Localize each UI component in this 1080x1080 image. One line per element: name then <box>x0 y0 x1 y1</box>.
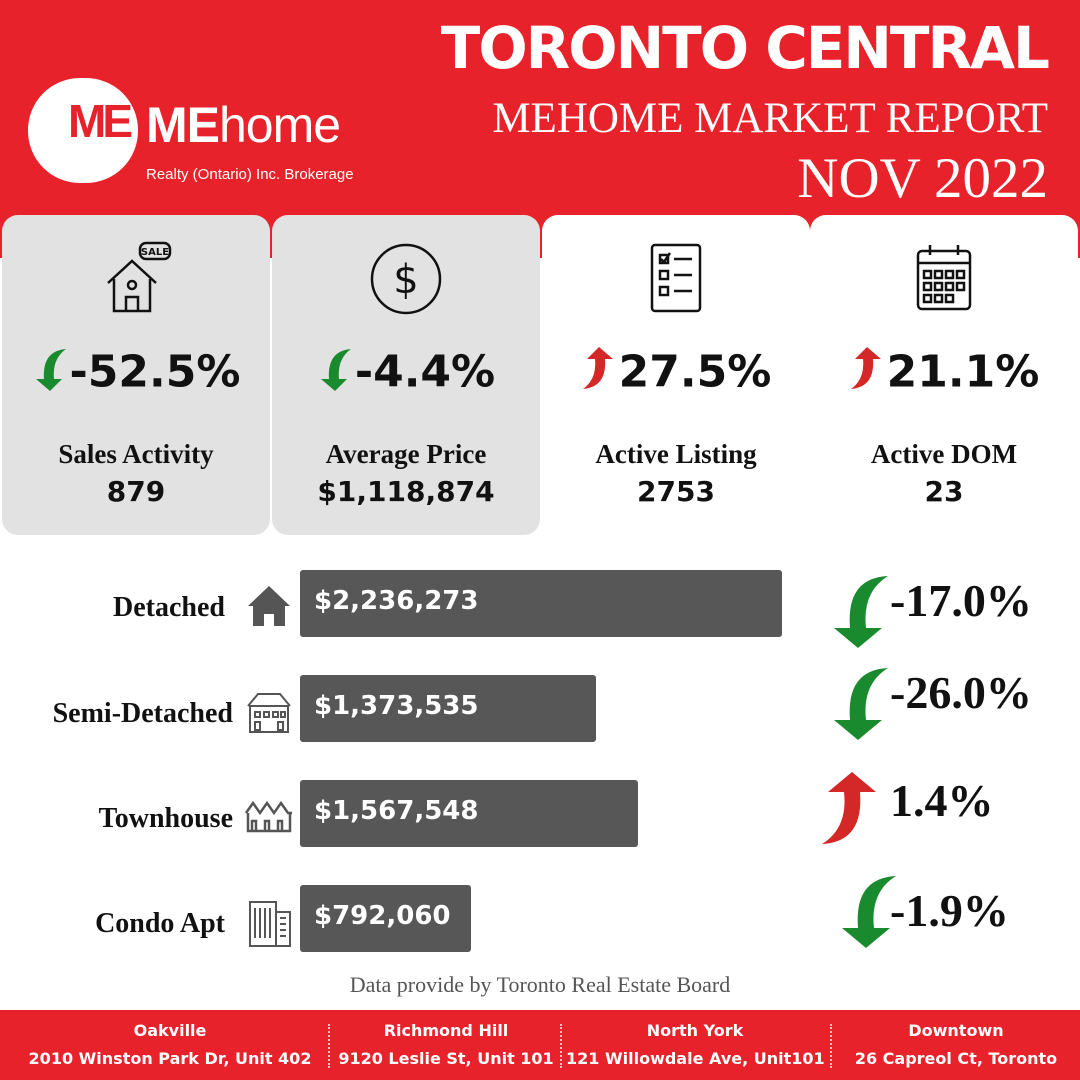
stat-card-active-listing: 27.5% Active Listing 2753 <box>542 215 810 535</box>
stat-card-average-price: $ -4.4% Average Price $1,118,874 <box>272 215 540 535</box>
stat-change: 27.5% <box>542 345 810 404</box>
stat-label: Sales Activity <box>58 439 214 469</box>
property-label-townhouse: Townhouse <box>98 803 233 834</box>
property-change-detached: -17.0% <box>890 575 1032 626</box>
stat-card-active-dom: 21.1% Active DOM 23 <box>810 215 1078 535</box>
stat-value: $1,118,874 <box>317 475 495 508</box>
price-bar-condo-apt: $792,060 <box>300 885 471 952</box>
down-arrow-icon <box>836 872 900 950</box>
down-arrow-icon <box>32 345 68 404</box>
office-name: North York <box>646 1021 744 1040</box>
office-name: Downtown <box>908 1021 1004 1040</box>
price-bar-value: $1,567,548 <box>314 796 479 826</box>
svg-text:SALE: SALE <box>141 247 169 258</box>
townhouse-icon <box>244 791 294 841</box>
dollar-icon: $ <box>272 239 540 319</box>
up-arrow-icon <box>581 345 617 404</box>
office-richmond-hill: Richmond Hill 9120 Leslie St, Unit 101 <box>336 1020 556 1072</box>
office-address: 121 Willowdale Ave, Unit101 <box>566 1049 825 1068</box>
property-change-semi-detached: -26.0% <box>890 667 1032 718</box>
detached-house-icon <box>244 580 294 630</box>
stat-value: 879 <box>106 475 166 508</box>
property-label-condo-apt: Condo Apt <box>95 908 225 939</box>
price-bar-value: $2,236,273 <box>314 586 479 616</box>
brand-tagline: Realty (Ontario) Inc. Brokerage <box>146 166 354 183</box>
property-change-townhouse: 1.4% <box>890 775 994 826</box>
stat-change: 21.1% <box>810 345 1078 404</box>
sale-house-icon: SALE <box>2 239 270 319</box>
stat-card-sales-activity: SALE -52.5% Sales Activity 879 <box>2 215 270 535</box>
office-name: Richmond Hill <box>383 1021 509 1040</box>
report-title: TORONTO CENTRAL <box>440 14 1050 82</box>
semi-detached-icon <box>244 686 294 736</box>
up-arrow-icon <box>818 770 882 848</box>
stat-value: 2753 <box>637 475 715 508</box>
office-address: 9120 Leslie St, Unit 101 <box>338 1049 554 1068</box>
down-arrow-icon <box>317 345 353 404</box>
property-label-semi-detached: Semi-Detached <box>52 698 233 729</box>
svg-text:$: $ <box>393 257 418 303</box>
stat-label: Active DOM <box>870 439 1018 469</box>
stat-change-value: -4.4% <box>354 346 496 398</box>
stat-change-value: -52.5% <box>69 346 241 398</box>
stat-label: Average Price <box>325 439 487 469</box>
brand-name-bold: ME <box>146 97 220 153</box>
office-oakville: Oakville 2010 Winston Park Dr, Unit 402 <box>20 1020 320 1072</box>
stat-value: 23 <box>924 475 964 508</box>
stat-label: Active Listing <box>595 439 757 469</box>
mehome-logo: ME <box>28 78 138 183</box>
brand-name-rest: home <box>219 97 341 153</box>
up-arrow-icon <box>849 345 885 404</box>
property-label-detached: Detached <box>113 592 225 623</box>
stat-change: -4.4% <box>272 345 540 404</box>
logo-mark-text: ME <box>68 95 133 147</box>
footer-divider <box>328 1024 330 1068</box>
price-bar-semi-detached: $1,373,535 <box>300 675 596 742</box>
office-address: 26 Capreol Ct, Toronto <box>854 1049 1058 1068</box>
stat-change: -52.5% <box>2 345 270 404</box>
report-month: NOV 2022 <box>797 147 1048 210</box>
data-source-note: Data provide by Toronto Real Estate Boar… <box>349 972 731 997</box>
office-address: 2010 Winston Park Dr, Unit 402 <box>28 1049 312 1068</box>
price-bar-detached: $2,236,273 <box>300 570 782 637</box>
stat-change-value: 27.5% <box>618 346 772 398</box>
office-downtown: Downtown 26 Capreol Ct, Toronto <box>836 1020 1076 1072</box>
office-north-york: North York 121 Willowdale Ave, Unit101 <box>566 1020 825 1072</box>
condo-building-icon <box>244 898 294 948</box>
down-arrow-icon <box>828 664 892 742</box>
footer-divider <box>560 1024 562 1068</box>
property-change-condo-apt: -1.9% <box>890 885 1009 936</box>
footer-divider <box>830 1024 832 1068</box>
checklist-icon <box>542 239 810 319</box>
price-bar-value: $792,060 <box>314 901 451 931</box>
stat-change-value: 21.1% <box>886 346 1040 398</box>
calendar-icon <box>810 239 1078 319</box>
down-arrow-icon <box>828 572 892 650</box>
footer-offices: Oakville 2010 Winston Park Dr, Unit 402 … <box>0 1010 1080 1080</box>
office-name: Oakville <box>133 1021 207 1040</box>
price-bar-townhouse: $1,567,548 <box>300 780 638 847</box>
report-subtitle: MEHOME MARKET REPORT <box>492 95 1048 142</box>
brand-name: MEhome <box>146 96 341 154</box>
price-bar-value: $1,373,535 <box>314 691 479 721</box>
